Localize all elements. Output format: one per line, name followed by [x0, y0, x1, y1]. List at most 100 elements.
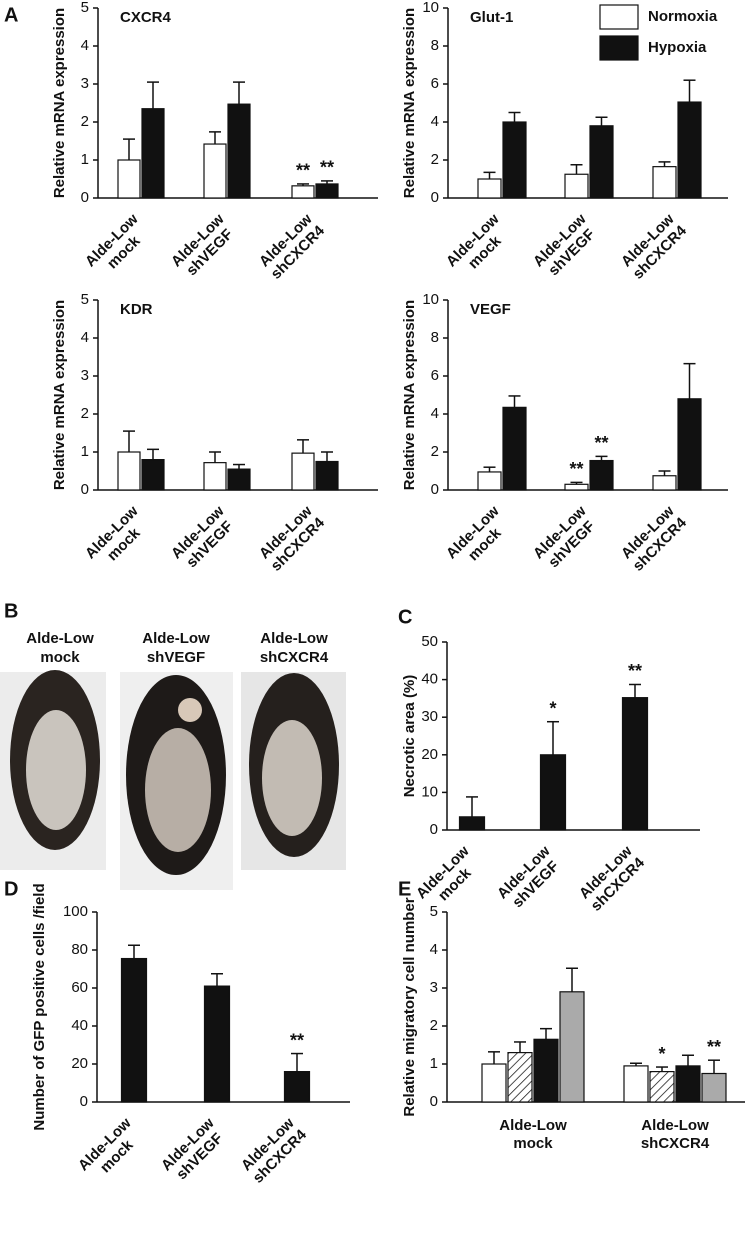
- error-bar: [233, 463, 245, 470]
- chart: VEGF Relative mRNA expression 0 2 4 6 8 10 Alde-…: [401, 291, 728, 575]
- y-tick-label: 0: [431, 189, 439, 206]
- legend-swatch: [599, 35, 639, 61]
- y-tick-label: 2: [81, 113, 89, 130]
- error-bar: [123, 430, 135, 452]
- mouse-skin: [145, 728, 211, 852]
- error-bar: [508, 111, 521, 122]
- error-bar: [209, 451, 221, 463]
- error-bar: [570, 481, 583, 485]
- y-axis-label: Relative migratory cell number: [401, 897, 418, 1116]
- error-bar: [708, 1059, 720, 1074]
- bar: [203, 143, 227, 199]
- bar: [120, 957, 148, 1103]
- y-tick-label: 2: [431, 151, 439, 168]
- bar: [502, 121, 527, 199]
- panel-label: C: [398, 606, 412, 628]
- x-tick-label: shCXCR4: [641, 1135, 710, 1152]
- y-tick-label: 20: [71, 1055, 88, 1072]
- error-bar: [570, 164, 583, 175]
- bar: [589, 125, 614, 199]
- bar: [621, 697, 649, 831]
- error-bar: [683, 79, 696, 103]
- panel-label: E: [398, 878, 411, 900]
- error-bar: [128, 944, 140, 959]
- y-tick-label: 100: [63, 903, 88, 920]
- chart: Relative migratory cell number 0 1 2 3 4 5 Alde…: [401, 897, 745, 1152]
- bar: [291, 185, 315, 199]
- y-tick-label: 60: [71, 979, 88, 996]
- significance-mark: **: [707, 1037, 721, 1057]
- chart-title: Glut-1: [470, 9, 513, 26]
- significance-mark: **: [320, 158, 334, 178]
- y-tick-label: 0: [431, 481, 439, 498]
- mouse-skin: [26, 710, 86, 830]
- chart: CXCR4 Relative mRNA expression 0 1 2 3 4 5 Alde-…: [51, 0, 378, 283]
- photo-panel: Alde-Low mock Alde-Low shVEGF Alde-Low s…: [0, 630, 346, 890]
- y-tick-label: 2: [81, 405, 89, 422]
- panel-label: A: [4, 4, 18, 26]
- bar: [623, 1065, 649, 1103]
- error-bar: [123, 138, 135, 160]
- y-tick-label: 20: [421, 746, 438, 763]
- y-tick-label: 5: [81, 291, 89, 308]
- bar: [117, 159, 141, 199]
- bar: [117, 451, 141, 491]
- legend-label: Normoxia: [648, 8, 718, 25]
- error-bar: [488, 1051, 500, 1064]
- y-tick-label: 4: [431, 113, 439, 130]
- bar: [559, 991, 585, 1103]
- bar: [675, 1065, 701, 1103]
- significance-mark: **: [594, 433, 608, 453]
- y-axis-label: Relative mRNA expression: [401, 8, 418, 198]
- y-tick-label: 1: [430, 1055, 438, 1072]
- chart: Necrotic area (%) 0 10 20 30 40 50 Alde-Lowmock…: [401, 633, 700, 915]
- bar: [539, 754, 567, 831]
- bar: [477, 178, 502, 199]
- tumor: [178, 698, 202, 722]
- y-tick-label: 40: [71, 1017, 88, 1034]
- error-bar: [540, 1027, 552, 1040]
- y-tick-label: 0: [81, 189, 89, 206]
- bar: [203, 985, 231, 1103]
- x-tick-label: Alde-Low: [641, 1117, 709, 1134]
- bar: [227, 468, 251, 491]
- error-bar: [508, 395, 521, 408]
- y-tick-label: 0: [430, 1093, 438, 1110]
- y-tick-label: 10: [421, 783, 438, 800]
- error-bar: [147, 81, 159, 109]
- error-bar: [656, 1066, 668, 1072]
- bar: [652, 475, 677, 491]
- y-tick-label: 5: [430, 903, 438, 920]
- y-tick-label: 8: [431, 37, 439, 54]
- chart: Glut-1 Relative mRNA expression 0 2 4 6 8 10 Ald…: [401, 0, 728, 283]
- y-tick-label: 6: [431, 367, 439, 384]
- significance-mark: *: [549, 698, 556, 718]
- error-bar: [547, 720, 559, 755]
- bar: [533, 1038, 559, 1103]
- error-bar: [658, 470, 671, 476]
- y-tick-label: 5: [81, 0, 89, 16]
- chart: Number of GFP positive cells /field 0 20 40…: [31, 883, 350, 1187]
- y-tick-label: 4: [430, 941, 438, 958]
- error-bar: [658, 161, 671, 167]
- y-tick-label: 10: [422, 0, 439, 16]
- bar: [315, 460, 339, 491]
- y-tick-label: 1: [81, 443, 89, 460]
- y-tick-label: 8: [431, 329, 439, 346]
- legend-swatch: [599, 4, 639, 30]
- bar: [701, 1072, 727, 1103]
- y-tick-label: 0: [430, 821, 438, 838]
- error-bar: [321, 451, 333, 462]
